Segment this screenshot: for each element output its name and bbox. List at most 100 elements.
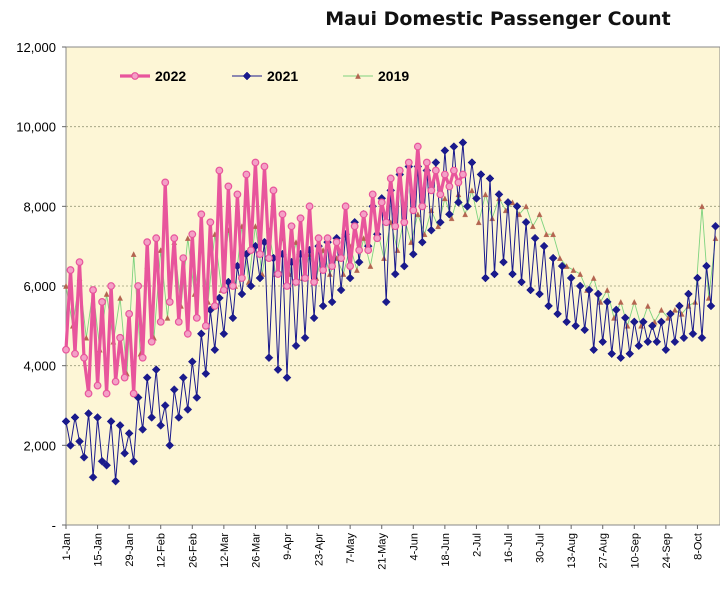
data-point-2022 [332, 238, 341, 247]
data-point-2021 [291, 341, 301, 351]
data-point-2022 [323, 234, 332, 243]
x-tick-label: 18-Jun [440, 533, 452, 567]
x-tick-label: 10-Sep [629, 533, 641, 568]
data-point-2019 [462, 211, 469, 218]
data-point-2021 [124, 429, 134, 438]
data-point-2021 [652, 337, 662, 347]
data-point-2022 [319, 266, 327, 274]
data-point-2022 [129, 389, 138, 398]
y-tick-label: 8,000 [23, 199, 56, 214]
data-point-2021 [661, 345, 671, 355]
data-point-2022 [210, 302, 219, 310]
data-point-2021 [647, 321, 657, 331]
data-point-2022 [449, 166, 458, 175]
data-point-2022 [269, 186, 278, 195]
data-point-2021 [666, 309, 675, 319]
data-point-2021 [345, 273, 355, 283]
x-tick-label: 24-Sep [661, 533, 673, 568]
data-point-2021 [593, 289, 603, 299]
data-point-2019 [604, 287, 611, 293]
data-point-2019 [482, 191, 489, 198]
data-point-2022 [152, 234, 161, 243]
data-point-2019 [570, 267, 577, 273]
data-point-2022 [459, 170, 467, 179]
data-point-2022 [66, 266, 75, 274]
data-point-2022 [373, 234, 382, 243]
data-point-2022 [233, 190, 242, 199]
data-point-2021 [66, 440, 75, 450]
data-point-2021 [562, 317, 572, 327]
data-point-2021 [264, 353, 274, 363]
data-point-2022 [201, 321, 210, 330]
data-point-2021 [327, 297, 337, 307]
data-point-2022 [215, 166, 224, 175]
data-point-2021 [174, 413, 184, 422]
data-point-2022 [359, 210, 368, 219]
x-tick-label: 16-Jul [503, 533, 515, 563]
data-point-2021 [530, 233, 540, 243]
x-tick-label: 15-Jan [93, 533, 105, 567]
x-tick-label: 30-Jul [535, 533, 547, 563]
data-point-2022 [183, 329, 192, 338]
data-point-2021 [282, 373, 292, 382]
data-point-2021 [688, 329, 698, 339]
data-point-2022 [93, 381, 102, 390]
data-point-2021 [160, 401, 170, 410]
x-tick-label: 27-Aug [598, 533, 610, 568]
data-point-2022 [80, 353, 88, 362]
data-point-2022 [179, 254, 188, 263]
data-point-2022 [431, 166, 440, 175]
data-point-2021 [120, 448, 129, 458]
data-point-2022 [156, 317, 165, 326]
data-point-2021 [702, 261, 711, 271]
data-point-2021 [463, 201, 472, 211]
data-point-2021 [417, 237, 427, 247]
data-point-2019 [448, 215, 455, 222]
data-point-2022 [238, 274, 246, 282]
data-point-2021 [706, 301, 716, 311]
data-point-2022 [75, 258, 84, 267]
x-tick-label: 1-Jan [61, 533, 73, 561]
data-point-2021 [436, 217, 445, 227]
data-point-2022 [111, 377, 120, 386]
data-point-2021 [476, 170, 486, 179]
y-tick-label: 4,000 [23, 359, 56, 374]
data-point-2019 [442, 195, 448, 202]
data-point-2022 [395, 166, 404, 175]
data-point-2022 [98, 298, 106, 306]
data-point-2019 [577, 271, 584, 277]
data-point-2021 [426, 225, 436, 235]
data-point-2021 [485, 174, 495, 183]
data-point-2021 [93, 413, 102, 422]
data-point-2022 [197, 210, 206, 219]
data-point-2022 [165, 298, 174, 306]
data-point-2021 [228, 313, 238, 323]
data-point-2021 [458, 138, 468, 147]
data-point-2022 [116, 333, 125, 342]
data-point-2022 [120, 373, 129, 382]
data-point-2021 [246, 281, 256, 291]
data-point-2022 [346, 262, 355, 270]
data-point-2022 [224, 182, 233, 191]
data-point-2021 [399, 261, 409, 271]
data-point-2022 [404, 158, 413, 167]
data-point-2022 [440, 170, 449, 179]
data-point-2022 [131, 72, 139, 80]
data-point-2021 [210, 345, 220, 355]
data-point-2021 [571, 321, 581, 331]
data-point-2021 [354, 257, 364, 267]
data-point-2021 [697, 333, 707, 343]
data-point-2021 [440, 146, 450, 155]
data-point-2019 [557, 255, 563, 261]
x-tick-label: 2-Jul [471, 533, 483, 557]
data-point-2021 [611, 305, 621, 315]
data-point-2022 [305, 202, 314, 211]
data-point-2022 [292, 278, 300, 286]
data-point-2021 [187, 357, 197, 367]
data-point-2021 [553, 309, 562, 319]
data-point-2021 [97, 456, 107, 466]
x-tick-label: 21-May [377, 533, 389, 570]
data-point-2022 [125, 309, 134, 318]
